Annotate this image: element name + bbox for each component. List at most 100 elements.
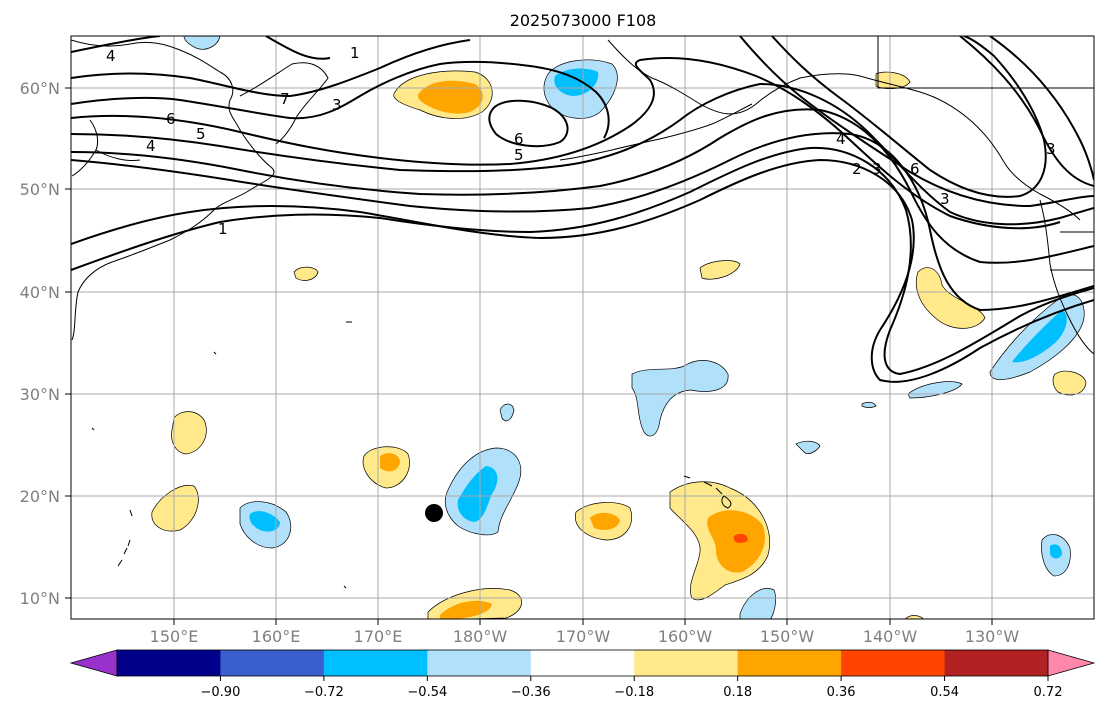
- anomaly-positive-42n-160w: [699, 260, 741, 280]
- anomaly-negative-20n-178w-core: [457, 466, 498, 522]
- contour-line-1-outer: [71, 158, 1094, 383]
- anomaly-positive-18n-150e: [151, 484, 199, 532]
- contour-line-3: [71, 132, 1094, 312]
- contour-label: 3: [872, 160, 882, 178]
- colorbar-swatch: [737, 650, 842, 676]
- anomaly-positive-42n-168e: [293, 266, 319, 281]
- lat-label-10n: 10°N: [20, 589, 60, 608]
- contours: [71, 36, 1094, 383]
- contour-label: 1: [350, 44, 360, 62]
- map-area: 4 1 7 3 6 5 4 6 5 1 4 2 3 6 3 3: [71, 36, 1094, 619]
- coast-north-america: [1039, 199, 1094, 355]
- gridlines: [71, 36, 1094, 619]
- colorbar-tick-label: −0.54: [407, 685, 447, 700]
- coast-us-box: [1050, 231, 1094, 271]
- anomaly-positive-32n-125w: [1052, 370, 1087, 396]
- lat-label-60n: 60°N: [20, 79, 60, 98]
- colorbar-swatch: [841, 650, 946, 676]
- shaded-anomalies: [151, 36, 1087, 619]
- lat-label-20n: 20°N: [20, 487, 60, 506]
- colorbar-tick-label: −0.90: [201, 685, 241, 700]
- colorbar-swatch: [530, 650, 635, 676]
- lon-label-160e: 160°E: [252, 627, 301, 646]
- colorbar: −0.90 −0.72 −0.54 −0.36 −0.18 0.18 0.36 0.54 0.7…: [69, 649, 1096, 700]
- anomaly-positive-40n-142w: [915, 267, 986, 329]
- contour-line-9: [771, 36, 1047, 198]
- anomaly-negative-15n-125w-core: [1050, 544, 1062, 559]
- latitude-labels: 60°N 50°N 40°N 30°N 20°N 10°N: [20, 79, 60, 608]
- colorbar-tick-label: 0.36: [827, 685, 856, 700]
- colorbar-extend-left: [69, 649, 118, 677]
- contour-line-5: [71, 82, 1094, 226]
- contour-line-2: [71, 146, 1094, 376]
- colorbar-ticks: −0.90 −0.72 −0.54 −0.36 −0.18 0.18 0.36 0.54 0.7…: [201, 676, 1063, 700]
- contour-label: 3: [332, 96, 342, 114]
- contour-label: 6: [166, 110, 176, 128]
- colorbar-tick-label: −0.72: [304, 685, 344, 700]
- longitude-labels: 150°E 160°E 170°E 180°W 170°W 160°W 150°…: [150, 627, 1020, 646]
- lon-label-130w: 130°W: [965, 627, 1020, 646]
- contour-label: 1: [218, 220, 228, 238]
- contour-line-8: [71, 36, 1094, 208]
- anomaly-negative-18n-159e-core: [249, 511, 280, 532]
- colorbar-swatch: [323, 650, 428, 676]
- lon-label-150w: 150°W: [760, 627, 815, 646]
- anomaly-positive-27n-152e: [171, 411, 207, 455]
- lon-label-160w: 160°W: [658, 627, 713, 646]
- coast-alaska: [607, 39, 1081, 221]
- colorbar-swatch: [944, 650, 1049, 676]
- colorbar-tick-label: 0.54: [930, 685, 959, 700]
- lon-label-180w: 180°W: [453, 627, 508, 646]
- colorbar-swatch: [427, 650, 532, 676]
- contour-label: 5: [196, 125, 206, 143]
- colorbar-swatch: [220, 650, 325, 676]
- contour-label: 3: [940, 190, 950, 208]
- coast-aleutians: [559, 103, 753, 161]
- anomaly-positive-10n-178e-core: [440, 600, 492, 619]
- anomaly-positive-23n-172e-core: [380, 453, 400, 472]
- colorbar-extend-right: [1047, 649, 1096, 677]
- lon-label-170e: 170°E: [354, 627, 403, 646]
- coast-canada-box: [877, 36, 1094, 89]
- colorbar-segments: [117, 650, 1049, 676]
- contour-label: 2: [852, 160, 862, 178]
- anomaly-positive-hawaii-peak: [734, 533, 748, 543]
- black-dot-marker: [425, 504, 443, 522]
- anomaly-negative-35n-125w-core: [1012, 310, 1067, 363]
- colorbar-tick-label: 0.72: [1034, 685, 1063, 700]
- anomaly-negative-32n-162w: [631, 360, 729, 437]
- anomaly-positive-8n-140w: [905, 615, 924, 619]
- contour-line-7: [71, 60, 610, 139]
- figure-title: 2025073000 F108: [510, 11, 657, 30]
- anomaly-positive-north-pacific-core: [417, 80, 483, 114]
- contour-label: 4: [106, 47, 116, 65]
- anomaly-negative-10n-153w: [739, 588, 776, 619]
- colorbar-frame: [116, 649, 1049, 677]
- anomaly-positive-62n-140w: [875, 71, 911, 89]
- coast-asia: [71, 39, 275, 341]
- lon-label-140w: 140°W: [863, 627, 918, 646]
- colorbar-tick-label: −0.36: [511, 685, 551, 700]
- colorbar-tick-label: −0.18: [614, 685, 654, 700]
- coast-hawaii: [683, 475, 732, 509]
- contour-label: 4: [836, 130, 846, 148]
- lat-label-40n: 40°N: [20, 283, 60, 302]
- colorbar-swatch: [634, 650, 739, 676]
- contour-line-6: [71, 57, 1061, 230]
- lat-label-30n: 30°N: [20, 385, 60, 404]
- coastlines: [71, 36, 1094, 589]
- contour-label: 3: [1046, 140, 1056, 158]
- colorbar-swatch: [117, 650, 221, 676]
- anomaly-negative-28n-177w: [499, 403, 515, 422]
- tick-marks: [65, 87, 993, 625]
- coast-islands-west: [91, 321, 352, 589]
- coast-asia-interior: [71, 119, 141, 177]
- contour-label: 6: [910, 160, 920, 178]
- contour-6-closed: [488, 99, 569, 148]
- contour-label: 4: [146, 137, 156, 155]
- anomaly-negative-top-left: [183, 36, 221, 50]
- contour-line-4: [71, 108, 1094, 264]
- anomaly-positive-17n-168w-core: [590, 512, 620, 530]
- anomaly-negative-25n-158w: [795, 440, 821, 454]
